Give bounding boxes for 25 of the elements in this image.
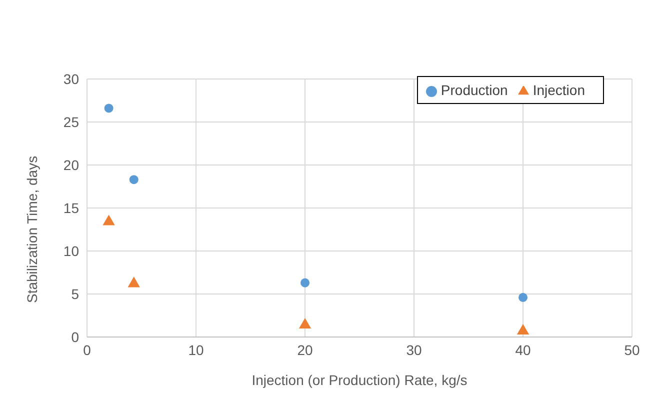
y-tick-label: 10 <box>63 242 80 259</box>
point <box>300 278 310 288</box>
y-tick-label: 20 <box>63 156 80 173</box>
y-tick-label: 15 <box>63 200 80 216</box>
y-tick-label: 0 <box>71 328 80 345</box>
x-tick-label: 40 <box>515 342 531 358</box>
y-tick-label: 30 <box>63 70 80 87</box>
point <box>129 175 138 184</box>
point <box>298 318 312 328</box>
point <box>128 276 140 288</box>
x-tick-label: 50 <box>624 342 640 358</box>
legend-label: Production <box>440 82 508 98</box>
x-tick-label: 20 <box>297 342 313 358</box>
x-tick-label: 0 <box>83 342 92 358</box>
point <box>104 104 114 113</box>
y-tick-label: 25 <box>63 114 80 130</box>
y-axis-title: Stabilization Time, days <box>24 156 40 303</box>
x-tick-label: 30 <box>406 342 422 358</box>
y-tick-label: 5 <box>71 286 80 302</box>
x-tick-label: 10 <box>188 342 204 358</box>
x-axis-title: Injection (or Production) Rate, kg/s <box>252 372 468 388</box>
point <box>516 324 530 334</box>
legend-label: Injection <box>532 82 585 98</box>
point <box>102 214 115 226</box>
point <box>518 292 528 302</box>
